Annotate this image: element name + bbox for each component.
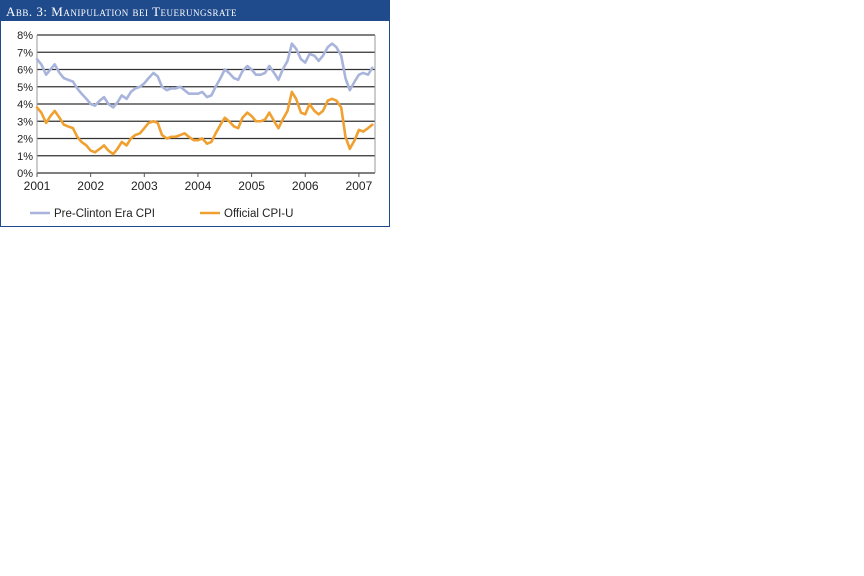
legend-label-1: Official CPI-U [224, 208, 293, 220]
y-tick-label: 0% [17, 168, 33, 180]
figure-title: Abb. 3: Manipulation bei Teuerungsrate [1, 1, 389, 21]
x-tick-label: 2002 [77, 179, 104, 193]
x-tick-label: 2007 [346, 179, 373, 193]
x-tick-label: 2006 [292, 179, 319, 193]
y-tick-label: 3% [17, 116, 33, 128]
y-tick-label: 7% [17, 47, 33, 59]
y-tick-label: 1% [17, 151, 33, 163]
cpi-chart: 0% 1% 2% 3% 4% 5% 6% 7% 8% 2001 2002 2003 2004 2005 2… [17, 30, 376, 220]
x-tick-label: 2005 [238, 179, 265, 193]
x-tick-label: 2001 [24, 179, 51, 193]
legend-label-0: Pre-Clinton Era CPI [54, 208, 155, 220]
y-tick-label: 6% [17, 65, 33, 77]
x-tick-label: 2004 [185, 179, 212, 193]
series-line-0 [35, 42, 374, 109]
figure-box: Abb. 3: Manipulation bei Teuerungsrate [0, 0, 390, 227]
y-tick-label: 8% [17, 30, 33, 42]
series-line-1 [35, 90, 374, 156]
y-tick-label: 4% [17, 99, 33, 111]
y-tick-label: 5% [17, 82, 33, 94]
y-tick-label: 2% [17, 134, 33, 146]
x-tick-label: 2003 [131, 179, 158, 193]
